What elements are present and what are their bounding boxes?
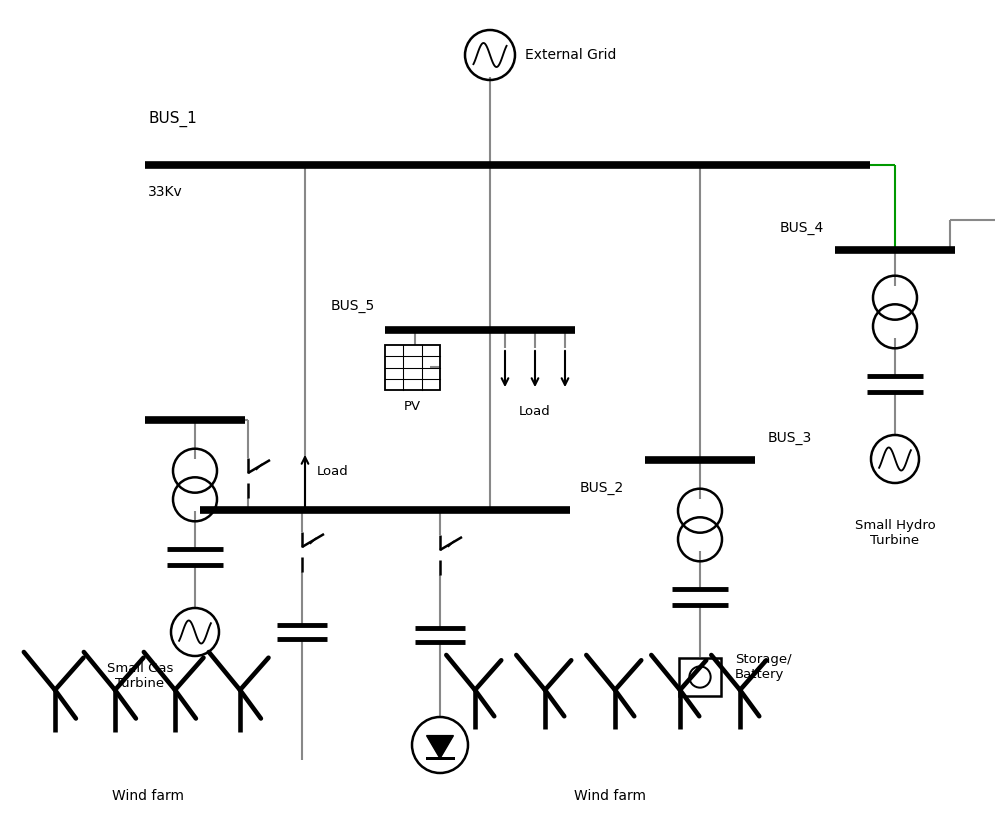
Text: BUS_2: BUS_2: [580, 481, 624, 495]
Text: Wind farm: Wind farm: [574, 789, 646, 803]
Text: BUS_3: BUS_3: [768, 431, 812, 445]
Polygon shape: [427, 736, 453, 758]
Text: Wind farm: Wind farm: [112, 789, 184, 803]
Text: BUS_1: BUS_1: [148, 111, 197, 127]
Text: BUS_5: BUS_5: [331, 299, 375, 313]
Bar: [679, 658, 721, 696]
Text: Load: Load: [519, 405, 551, 418]
Text: Storage/
Battery: Storage/ Battery: [735, 653, 792, 681]
Text: 33Kv: 33Kv: [148, 185, 183, 199]
Text: PV: PV: [403, 400, 421, 413]
Bar: [385, 345, 440, 390]
Text: Load: Load: [317, 465, 349, 478]
Text: Small Gas
Turbine: Small Gas Turbine: [107, 662, 173, 690]
Text: BUS_4: BUS_4: [780, 221, 824, 235]
Text: Small Hydro
Turbine: Small Hydro Turbine: [855, 519, 935, 547]
Text: External Grid: External Grid: [525, 48, 616, 62]
